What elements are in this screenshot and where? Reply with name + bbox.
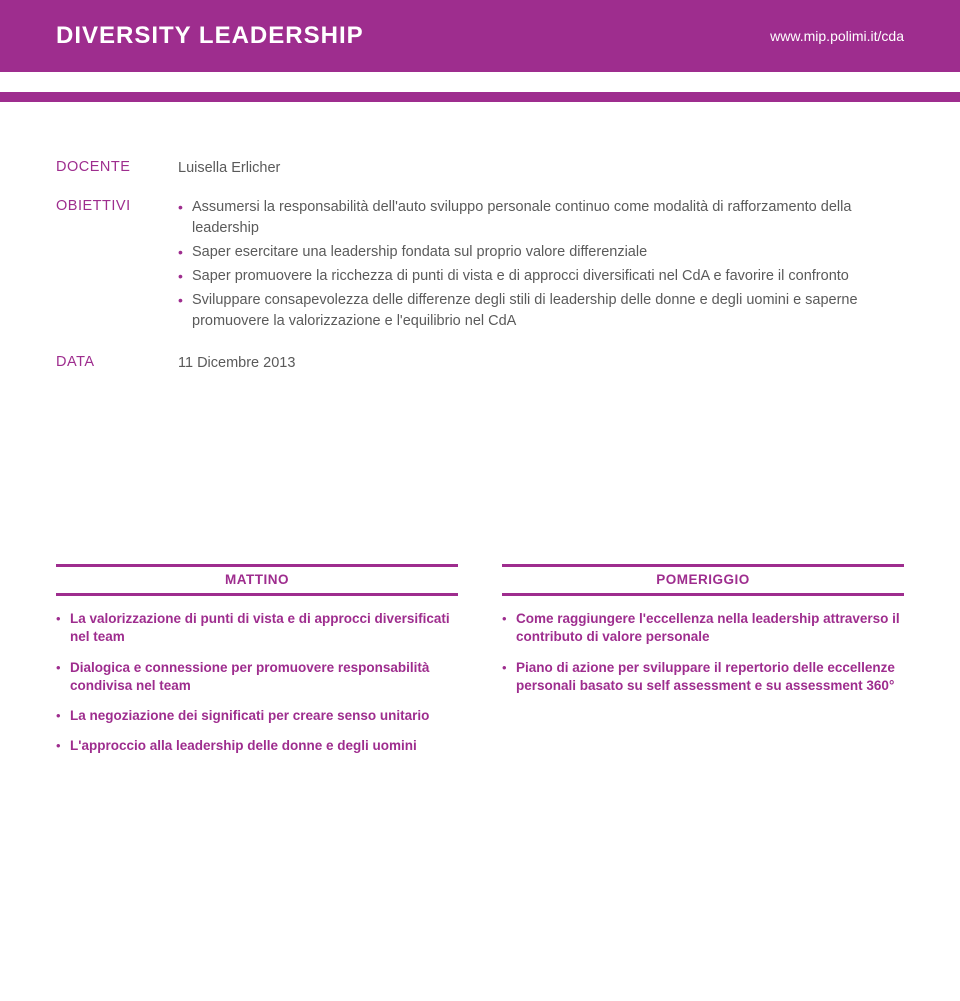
session-item-text: Dialogica e connessione per promuovere r… [70, 660, 429, 693]
session-pomeriggio-title: POMERIGGIO [656, 572, 750, 587]
obiettivi-label: OBIETTIVI [56, 197, 178, 335]
session-item: Dialogica e connessione per promuovere r… [56, 659, 458, 695]
sessions-container: MATTINO La valorizzazione di punti di vi… [0, 564, 960, 767]
header-url: www.mip.polimi.it/cda [770, 28, 904, 44]
docente-label: DOCENTE [56, 158, 178, 179]
obiettivi-item: Sviluppare consapevolezza delle differen… [178, 290, 904, 332]
obiettivi-list: Assumersi la responsabilità dell'auto sv… [178, 197, 904, 332]
docente-row: DOCENTE Luisella Erlicher [56, 158, 904, 179]
header: DIVERSITY LEADERSHIP www.mip.polimi.it/c… [0, 0, 960, 72]
main-content: DOCENTE Luisella Erlicher OBIETTIVI Assu… [0, 102, 960, 374]
session-item: Come raggiungere l'eccellenza nella lead… [502, 610, 904, 646]
session-pomeriggio-list: Come raggiungere l'eccellenza nella lead… [502, 610, 904, 695]
page-title: DIVERSITY LEADERSHIP [56, 22, 364, 50]
session-item-text: Piano di azione per sviluppare il repert… [516, 660, 895, 693]
session-item-text: La valorizzazione di punti di vista e di… [70, 611, 450, 644]
accent-stripe [0, 92, 960, 102]
session-item-text: Come raggiungere l'eccellenza nella lead… [516, 611, 900, 644]
session-item: La valorizzazione di punti di vista e di… [56, 610, 458, 646]
session-mattino: MATTINO La valorizzazione di punti di vi… [56, 564, 458, 767]
data-row: DATA 11 Dicembre 2013 [56, 353, 904, 374]
session-item: La negoziazione dei significati per crea… [56, 707, 458, 725]
session-mattino-list: La valorizzazione di punti di vista e di… [56, 610, 458, 755]
session-header: POMERIGGIO [502, 564, 904, 596]
session-item-text: L'approccio alla leadership delle donne … [70, 738, 417, 753]
session-item: Piano di azione per sviluppare il repert… [502, 659, 904, 695]
session-item: L'approccio alla leadership delle donne … [56, 737, 458, 755]
obiettivi-item: Saper esercitare una leadership fondata … [178, 242, 904, 263]
session-mattino-title: MATTINO [225, 572, 289, 587]
obiettivi-row: OBIETTIVI Assumersi la responsabilità de… [56, 197, 904, 335]
data-value: 11 Dicembre 2013 [178, 353, 904, 374]
session-pomeriggio: POMERIGGIO Come raggiungere l'eccellenza… [502, 564, 904, 767]
obiettivi-item: Saper promuovere la ricchezza di punti d… [178, 266, 904, 287]
docente-name: Luisella Erlicher [178, 158, 904, 179]
obiettivi-item: Assumersi la responsabilità dell'auto sv… [178, 197, 904, 239]
session-header: MATTINO [56, 564, 458, 596]
session-item-text: La negoziazione dei significati per crea… [70, 708, 429, 723]
data-label: DATA [56, 353, 178, 374]
